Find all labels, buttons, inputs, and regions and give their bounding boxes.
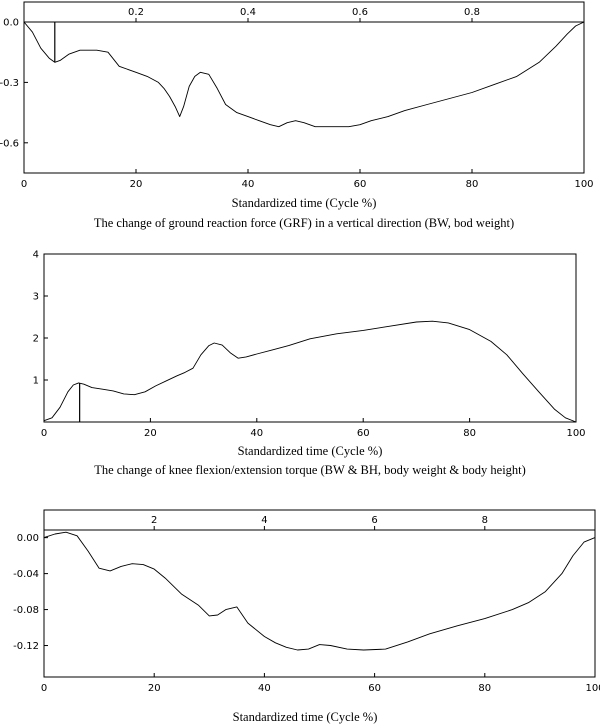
x-tick-label: 20 — [130, 179, 143, 190]
x-tick-label: 60 — [357, 428, 370, 439]
x-tick-label: 100 — [566, 428, 585, 439]
y-tick-label: -0.12 — [13, 641, 39, 652]
top-tick-label: 0.8 — [464, 7, 480, 18]
top-tick-label: 4 — [261, 515, 267, 526]
top-tick-label: 0.4 — [240, 7, 256, 18]
x-axis-label: Standardized time (Cycle %) — [232, 196, 377, 210]
y-tick-label: 0.0 — [3, 18, 19, 29]
third-chart: 0 20 40 60 80 100 0.00 -0.04 -0.08 -0.12 2 4 6 8 Stan… — [13, 509, 600, 724]
series-line — [23, 21, 585, 128]
chart-caption: The change of ground reaction force (GRF… — [94, 216, 514, 230]
x-tick-label: 40 — [258, 683, 271, 694]
top-tick-label: 8 — [482, 515, 488, 526]
x-axis-label: Standardized time (Cycle %) — [238, 444, 383, 458]
x-tick-label: 40 — [250, 428, 263, 439]
x-tick-label: 0 — [41, 683, 47, 694]
knee-torque-chart: 0 20 40 60 80 100 1 2 3 4 Standardized time (Cycl… — [33, 250, 586, 478]
top-tick-label: 0.6 — [352, 7, 368, 18]
x-tick-label: 20 — [148, 683, 161, 694]
y-tick-label: 0.00 — [17, 533, 39, 544]
x-tick-label: 20 — [144, 428, 157, 439]
x-tick-label: 0 — [41, 428, 47, 439]
plot-frame — [43, 529, 596, 678]
top-axis-band — [23, 1, 585, 23]
top-axis-band — [43, 509, 596, 531]
x-tick-label: 100 — [585, 683, 600, 694]
y-tick-label: -0.04 — [13, 569, 39, 580]
y-tick-label: 1 — [33, 376, 39, 387]
series-line — [43, 320, 577, 423]
series-line — [43, 531, 596, 651]
chart-caption: The change of knee flexion/extension tor… — [94, 463, 526, 477]
x-tick-label: 100 — [574, 179, 593, 190]
y-tick-label: 3 — [33, 292, 39, 303]
y-tick-label: -0.3 — [0, 78, 19, 89]
plot-frame — [43, 253, 577, 423]
plot-frame — [23, 21, 585, 174]
x-tick-label: 80 — [466, 179, 479, 190]
y-tick-label: -0.6 — [0, 138, 19, 149]
x-tick-label: 80 — [478, 683, 491, 694]
x-tick-label: 60 — [354, 179, 367, 190]
x-tick-label: 40 — [242, 179, 255, 190]
x-axis-label: Standardized time (Cycle %) — [233, 710, 378, 724]
x-tick-label: 60 — [368, 683, 381, 694]
y-tick-label: 2 — [33, 334, 39, 345]
x-tick-label: 0 — [21, 179, 27, 190]
x-tick-label: 80 — [463, 428, 476, 439]
y-tick-label: -0.08 — [13, 605, 39, 616]
top-tick-label: 0.2 — [128, 7, 144, 18]
y-tick-label: 4 — [33, 250, 39, 261]
top-tick-label: 2 — [151, 515, 157, 526]
top-tick-label: 6 — [371, 515, 377, 526]
grf-chart: 0 20 40 60 80 100 0.0 -0.3 -0.6 0.2 0.4 0.6 0.8 Stan… — [0, 1, 594, 230]
